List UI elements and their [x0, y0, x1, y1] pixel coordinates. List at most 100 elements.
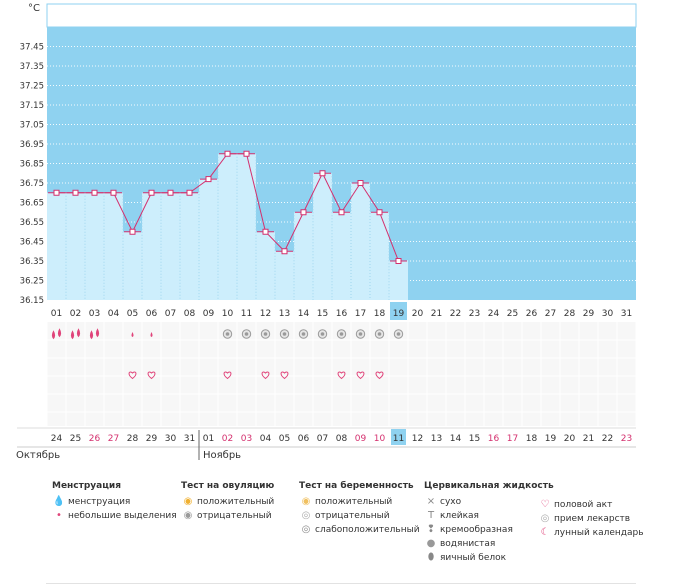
date-label: 20 [564, 434, 576, 444]
legend-group: ♡ половой акт ◎ прием лекарств ☾ лунный кален… [538, 481, 644, 540]
cycle-day-label: 07 [165, 309, 176, 319]
y-tick-label: 37.25 [20, 82, 44, 92]
legend-group-title [538, 481, 644, 494]
temperature-point [205, 176, 212, 183]
temperature-point [148, 189, 155, 196]
month-label-left: Октябрь [16, 450, 60, 461]
month-label-right: Ноябрь [203, 450, 241, 461]
y-tick-label: 36.55 [20, 218, 44, 228]
legend-group-title: Тест на овуляцию [181, 481, 275, 491]
cycle-day-label: 12 [260, 309, 271, 319]
cycle-day-label: 24 [488, 309, 500, 319]
date-label: 18 [526, 434, 538, 444]
symptom-grid-bg [47, 322, 636, 426]
pregnancy-negative-icon: ◎ [301, 510, 311, 521]
menstruation-icon [57, 328, 62, 338]
temperature-bar [275, 251, 294, 300]
temperature-point [395, 258, 402, 264]
cycle-day-label: 30 [602, 309, 614, 319]
dry-icon: × [426, 496, 436, 507]
y-tick-label: 36.95 [20, 140, 44, 150]
cycle-day-label: 14 [298, 309, 310, 319]
temperature-point [262, 228, 269, 235]
date-label: 12 [412, 434, 423, 444]
cycle-day-labels: 01 02 03 04 05 06 07 08 09 10 11 12 13 14 15 16 17 18 19 20… [51, 302, 632, 320]
temperature-bar [180, 192, 199, 300]
cycle-day-label: 23 [469, 309, 480, 319]
weekend-date-label: 23 [621, 434, 632, 444]
ovulation-negative-icon-dot [244, 332, 249, 336]
date-label: 13 [431, 434, 442, 444]
cycle-day-label: 13 [279, 309, 290, 319]
ovulation-negative-icon-dot [301, 332, 306, 336]
menstruation-icon [76, 328, 81, 338]
y-tick-label: 36.35 [20, 257, 44, 267]
temperature-bar [218, 153, 237, 300]
cycle-day-label: 20 [412, 309, 424, 319]
temperature-bar [104, 192, 123, 300]
y-tick-label: 37.15 [20, 101, 44, 111]
cycle-day-label: 01 [51, 309, 62, 319]
cycle-day-label: 26 [526, 309, 538, 319]
date-label: 04 [260, 434, 272, 444]
legend-item-label: половой акт [554, 500, 613, 510]
pregnancy-weak-icon: ◎ [301, 524, 311, 535]
legend-item: ◉ положительный [181, 495, 275, 509]
temperature-bar [351, 183, 370, 300]
y-tick-label: 36.75 [20, 179, 44, 189]
heart-icon: ♡ [540, 499, 550, 510]
temperature-point [72, 189, 79, 196]
drop-icon: • [56, 510, 62, 521]
y-unit-label: °C [28, 3, 40, 14]
menstruation-icon [89, 330, 94, 340]
date-label: 24 [51, 434, 63, 444]
legend-group: Менструация 💧 менструация • небольшие выделе… [52, 481, 177, 523]
temperature-point [357, 180, 364, 186]
date-label: 21 [583, 434, 594, 444]
cycle-day-label: 15 [317, 309, 328, 319]
temperature-point [243, 150, 250, 157]
temperature-bar [256, 231, 275, 300]
cycle-day-label: 22 [450, 309, 461, 319]
legend-item-label: менструация [68, 497, 131, 507]
temperature-bar [161, 192, 180, 300]
temperature-point [319, 170, 326, 177]
temperature-bar [332, 212, 351, 300]
date-label: 28 [127, 434, 139, 444]
temperature-point [281, 248, 288, 255]
legend-group-title: Цервикальная жидкость [424, 481, 554, 491]
temperature-line [48, 150, 407, 264]
bottom-divider [46, 583, 636, 584]
cycle-day-label: 16 [336, 309, 348, 319]
legend-group: Тест на беременность ◉ положительный ◎ отриц… [299, 481, 420, 537]
date-label: 01 [203, 434, 214, 444]
egg-white-icon: ⬮ [427, 552, 435, 563]
legend-item: × сухо [424, 495, 554, 509]
cycle-day-label: 27 [545, 309, 556, 319]
temperature-point [186, 189, 193, 196]
temperature-bar [47, 192, 66, 300]
heart-icon [147, 371, 156, 380]
legend-item: ◉ отрицательный [181, 509, 274, 523]
cycle-day-label: 08 [184, 309, 196, 319]
date-label: 29 [146, 434, 158, 444]
y-tick-label: 36.85 [20, 160, 44, 170]
cycle-day-label: 31 [621, 309, 632, 319]
weekend-date-label: 17 [507, 434, 518, 444]
weekend-date-label: 26 [89, 434, 101, 444]
legend-item-label: положительный [197, 497, 275, 507]
menstruation-icon [95, 328, 100, 338]
ovulation-negative-icon-dot [282, 332, 287, 336]
temperature-point [129, 228, 136, 235]
legend-item-label: водянистая [440, 539, 496, 549]
heart-icon [261, 371, 270, 380]
creamy-icon: ❢ [426, 524, 436, 535]
legend-item: ♡ половой акт [538, 498, 644, 512]
spotting-icon [131, 332, 134, 337]
date-label: 08 [336, 434, 348, 444]
date-label: 30 [165, 434, 177, 444]
heart-icon [280, 371, 289, 380]
date-label: 19 [545, 434, 557, 444]
legend-item-label: лунный календарь [554, 528, 644, 538]
pregnancy-positive-icon: ◉ [301, 496, 311, 507]
